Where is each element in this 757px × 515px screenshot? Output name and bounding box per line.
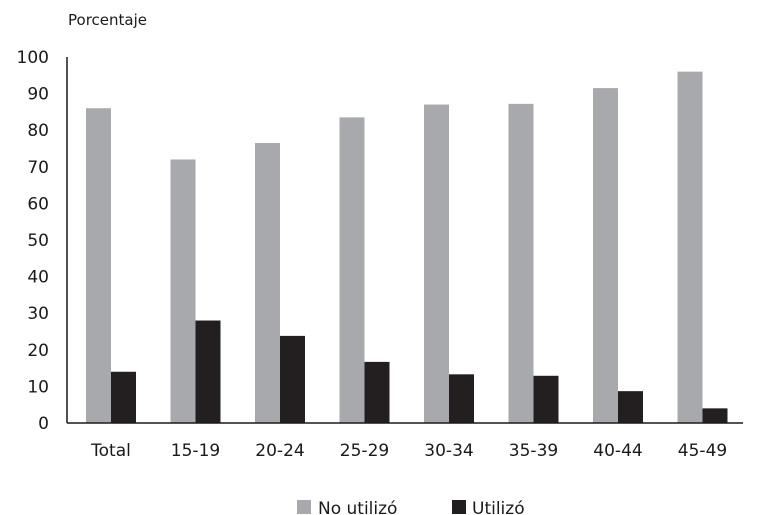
x-tick-label: 45-49 xyxy=(678,441,727,461)
legend-swatch-no-utilizo xyxy=(297,500,311,514)
bar-no-utilizo xyxy=(170,159,196,424)
bar-utilizo xyxy=(702,408,728,423)
bar-no-utilizo xyxy=(593,88,618,424)
bar-no-utilizo xyxy=(86,108,111,424)
x-tick-label: Total xyxy=(90,441,131,461)
bars xyxy=(86,71,728,424)
legend: No utilizó Utilizó xyxy=(297,499,525,515)
bar-utilizo xyxy=(449,374,474,423)
bar-utilizo xyxy=(533,375,559,423)
bar-no-utilizo xyxy=(255,143,280,423)
bar-utilizo xyxy=(280,335,305,423)
y-tick-label: 0 xyxy=(38,414,49,434)
bar-utilizo xyxy=(111,371,136,423)
y-tick-label: 10 xyxy=(27,377,49,397)
legend-label-utilizo: Utilizó xyxy=(472,499,525,515)
x-tick-label: 40-44 xyxy=(593,441,642,461)
legend-label-no-utilizo: No utilizó xyxy=(318,499,397,515)
x-tick-label: 25-29 xyxy=(340,441,389,461)
y-tick-label: 100 xyxy=(17,48,49,68)
x-tick-label: 35-39 xyxy=(509,441,558,461)
y-tick-label: 20 xyxy=(27,341,49,361)
x-axis-ticks: Total 15-19 20-24 25-29 30-34 35-39 40-44 45-49 xyxy=(90,441,727,461)
x-tick-label: 15-19 xyxy=(171,441,220,461)
y-tick-label: 80 xyxy=(27,121,49,141)
y-tick-label: 60 xyxy=(27,194,49,214)
bar-no-utilizo xyxy=(339,117,365,423)
y-axis-ticks: 0 10 20 30 40 50 60 70 80 90 100 xyxy=(17,48,49,434)
x-tick-label: 30-34 xyxy=(424,441,473,461)
bar-no-utilizo xyxy=(677,71,703,423)
legend-swatch-utilizo xyxy=(452,500,466,514)
y-tick-label: 30 xyxy=(27,304,49,324)
x-tick-label: 20-24 xyxy=(255,441,304,461)
bar-no-utilizo xyxy=(508,103,534,424)
bar-utilizo xyxy=(364,361,390,423)
y-tick-label: 70 xyxy=(27,158,49,178)
bar-utilizo xyxy=(618,391,643,423)
bar-no-utilizo xyxy=(424,104,449,423)
y-tick-label: 50 xyxy=(27,231,49,251)
y-tick-label: 40 xyxy=(27,268,49,288)
y-axis-label: Porcentaje xyxy=(68,11,147,29)
y-tick-label: 90 xyxy=(27,85,49,105)
bar-utilizo xyxy=(195,320,221,423)
